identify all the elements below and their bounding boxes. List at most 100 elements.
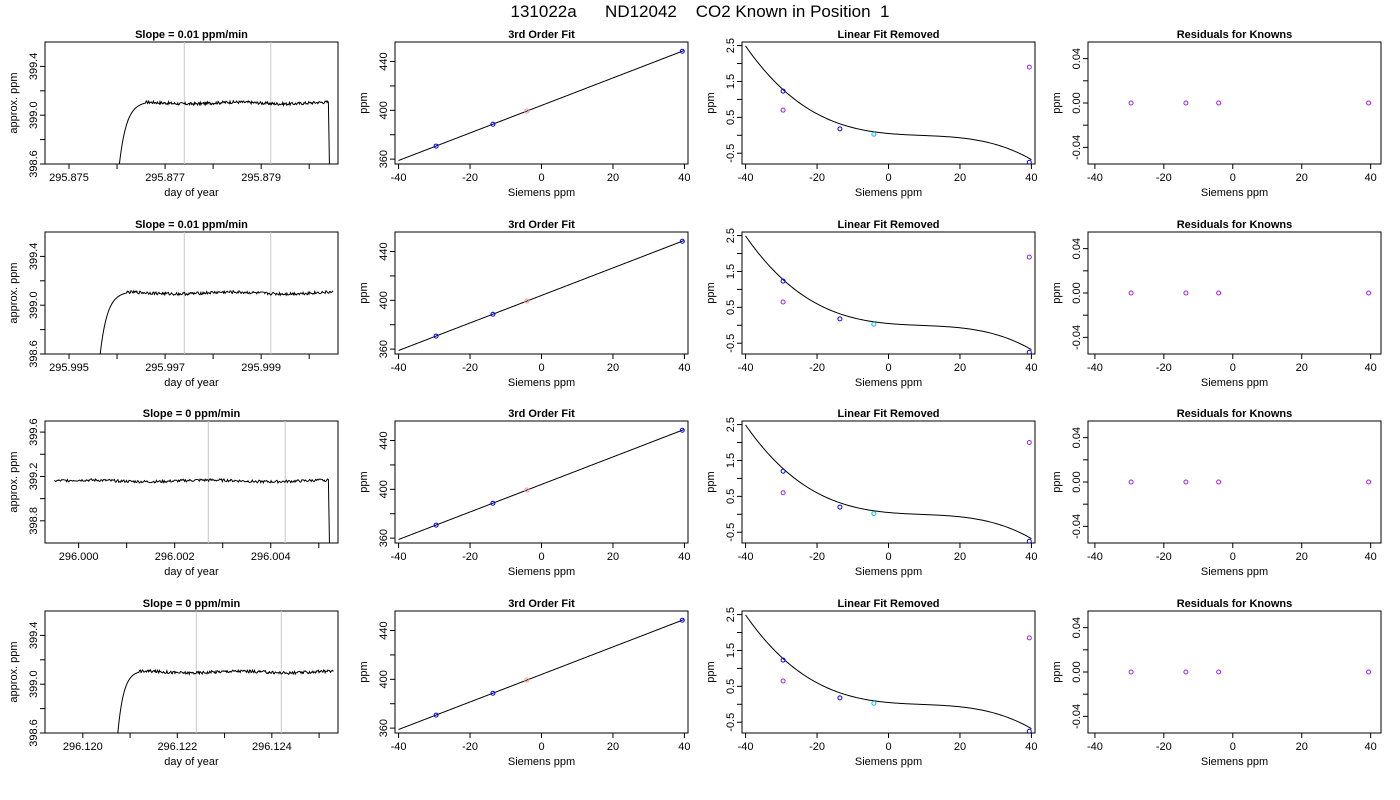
data-point-secondary xyxy=(1026,440,1032,446)
panel-title: Residuals for Knowns xyxy=(1177,408,1293,420)
x-tick-label: 0 xyxy=(885,362,891,374)
chart-panel-11: Linear Fit Removed -40 -20 0 20 40 Siemens ppm… xyxy=(705,408,1038,578)
x-tick-label: 40 xyxy=(1365,362,1377,374)
x-tick-label: -20 xyxy=(1156,741,1172,753)
y-tick-label: -0.04 xyxy=(1071,514,1083,539)
data-point-secondary xyxy=(1026,254,1032,260)
y-tick-label: 399.0 xyxy=(28,101,40,129)
y-tick-label: 399.2 xyxy=(28,463,40,491)
chart-panel-4: Residuals for Knowns -40 -20 0 20 40 Siemens p… xyxy=(1051,29,1382,199)
plot-frame xyxy=(1087,231,1382,355)
plot-frame xyxy=(1087,610,1382,734)
y-tick-label: 2.5 xyxy=(725,417,737,432)
y-axis-label: ppm xyxy=(705,282,717,303)
y-tick-label: 399.4 xyxy=(28,622,40,650)
data-point xyxy=(871,700,877,706)
y-tick-label: 1.5 xyxy=(725,264,737,279)
panel-title: Slope = 0 ppm/min xyxy=(143,598,241,610)
chart-panel-10: 3rd Order Fit -40 -20 0 20 40 Siemens ppm 360 40… xyxy=(358,408,691,578)
data-point xyxy=(1128,290,1134,296)
x-tick-label: 296.004 xyxy=(251,551,291,563)
x-tick-label: -20 xyxy=(462,741,478,753)
plot-area xyxy=(745,45,1032,164)
x-tick-label: 20 xyxy=(607,741,619,753)
plot-frame xyxy=(394,41,689,165)
y-tick-label: 399.0 xyxy=(28,291,40,319)
y-tick-label: 0.5 xyxy=(725,110,737,125)
y-tick-label: 440 xyxy=(378,621,390,639)
panel-title: Linear Fit Removed xyxy=(837,598,939,610)
y-tick-label: 360 xyxy=(378,719,390,737)
y-tick-label: 399.6 xyxy=(28,418,40,446)
y-tick-label: 0.00 xyxy=(1071,471,1083,492)
plot-area xyxy=(1128,479,1372,485)
y-axis-label: ppm xyxy=(1051,282,1063,303)
x-tick-label: -40 xyxy=(1087,741,1103,753)
plot-frame xyxy=(741,610,1036,734)
x-tick-label: -40 xyxy=(1087,551,1103,563)
data-point xyxy=(1216,479,1222,485)
y-tick-label: 398.6 xyxy=(28,719,40,747)
x-tick-label: 295.875 xyxy=(49,172,89,184)
fit-curve xyxy=(745,614,1032,730)
x-tick-label: 0 xyxy=(1230,172,1236,184)
plot-area xyxy=(745,235,1032,354)
plot-area xyxy=(118,42,330,164)
panel-title: 3rd Order Fit xyxy=(508,408,575,420)
panel-title: Residuals for Knowns xyxy=(1177,598,1293,610)
plot-area xyxy=(398,617,685,730)
x-tick-label: -20 xyxy=(809,362,825,374)
panel-title: 3rd Order Fit xyxy=(508,29,575,41)
x-tick-label: 40 xyxy=(1365,551,1377,563)
x-tick-label: 40 xyxy=(678,172,690,184)
x-tick-label: 0 xyxy=(885,741,891,753)
x-tick-label: 40 xyxy=(678,551,690,563)
plot-area xyxy=(117,611,334,733)
data-point xyxy=(1216,290,1222,296)
x-tick-label: -40 xyxy=(391,172,407,184)
plot-frame xyxy=(44,231,339,355)
y-tick-label: 1.5 xyxy=(725,643,737,658)
y-tick-label: 398.6 xyxy=(28,340,40,368)
fit-curve xyxy=(398,428,685,540)
data-point xyxy=(1026,538,1032,543)
x-axis-label: Siemens ppm xyxy=(855,377,922,389)
y-tick-label: 0.5 xyxy=(725,489,737,504)
x-tick-label: 296.120 xyxy=(63,741,103,753)
plot-area xyxy=(398,238,685,351)
x-tick-label: 20 xyxy=(954,362,966,374)
plot-area xyxy=(398,48,685,161)
x-tick-label: 0 xyxy=(1230,362,1236,374)
x-tick-label: -40 xyxy=(1087,172,1103,184)
data-point xyxy=(780,278,786,284)
x-tick-label: -40 xyxy=(738,551,754,563)
x-tick-label: -40 xyxy=(738,362,754,374)
x-tick-label: 20 xyxy=(607,172,619,184)
y-tick-label: 0.00 xyxy=(1071,92,1083,113)
x-axis-label: day of year xyxy=(164,566,219,578)
x-tick-label: -20 xyxy=(809,172,825,184)
y-tick-label: -0.04 xyxy=(1071,325,1083,350)
x-tick-label: 40 xyxy=(678,362,690,374)
x-axis-label: Siemens ppm xyxy=(508,566,575,578)
x-axis-label: day of year xyxy=(164,756,219,768)
panel-title: Linear Fit Removed xyxy=(837,219,939,231)
y-axis-label: ppm xyxy=(1051,471,1063,492)
chart-panel-13: Slope = 0 ppm/min 296.120 296.122 296.124 da… xyxy=(8,598,339,768)
y-tick-label: 360 xyxy=(378,150,390,168)
panel-title: 3rd Order Fit xyxy=(508,219,575,231)
y-axis-label: ppm xyxy=(705,471,717,492)
x-tick-label: 296.000 xyxy=(59,551,99,563)
data-point xyxy=(679,617,685,623)
y-tick-label: 360 xyxy=(378,340,390,358)
x-tick-label: -20 xyxy=(809,551,825,563)
y-tick-label: 399.0 xyxy=(28,670,40,698)
data-point xyxy=(1183,100,1189,106)
plot-area xyxy=(99,232,334,354)
x-tick-label: -40 xyxy=(738,172,754,184)
data-point xyxy=(780,657,786,663)
x-tick-label: 20 xyxy=(954,551,966,563)
chart-panel-7: Linear Fit Removed -40 -20 0 20 40 Siemens ppm… xyxy=(705,219,1038,389)
chart-panel-16: Residuals for Knowns -40 -20 0 20 40 Siemens p… xyxy=(1051,598,1382,768)
plot-area xyxy=(745,614,1032,733)
